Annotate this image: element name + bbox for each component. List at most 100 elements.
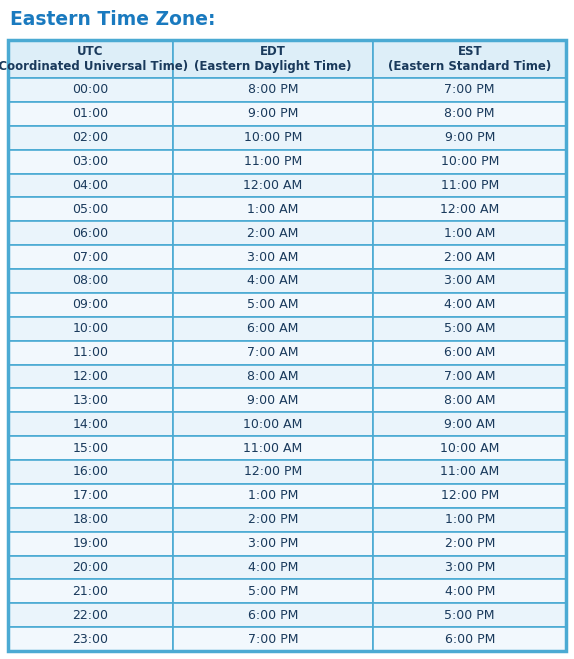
Bar — [374, 40, 566, 78]
Bar — [173, 221, 374, 245]
Text: Eastern Time Zone:: Eastern Time Zone: — [10, 10, 215, 29]
Text: 17:00: 17:00 — [72, 490, 108, 502]
Bar — [374, 78, 566, 102]
Bar — [8, 556, 173, 579]
Text: 7:00 PM: 7:00 PM — [444, 84, 495, 96]
Text: 3:00 AM: 3:00 AM — [247, 250, 298, 264]
Text: 9:00 AM: 9:00 AM — [247, 394, 298, 407]
Text: 07:00: 07:00 — [72, 250, 108, 264]
Text: 5:00 PM: 5:00 PM — [248, 585, 298, 598]
Text: 02:00: 02:00 — [72, 131, 108, 144]
Bar — [173, 269, 374, 293]
Text: 8:00 AM: 8:00 AM — [444, 394, 495, 407]
Bar — [374, 173, 566, 198]
Text: 12:00: 12:00 — [72, 370, 108, 383]
Text: 09:00: 09:00 — [72, 299, 108, 311]
Text: 5:00 PM: 5:00 PM — [444, 609, 495, 621]
Bar — [374, 579, 566, 603]
Bar — [173, 460, 374, 484]
Bar — [173, 532, 374, 556]
Text: 15:00: 15:00 — [72, 442, 108, 455]
Bar — [173, 364, 374, 388]
Text: 7:00 AM: 7:00 AM — [247, 346, 299, 359]
Text: 11:00 PM: 11:00 PM — [244, 155, 302, 168]
Text: 11:00 PM: 11:00 PM — [441, 179, 499, 192]
Text: 7:00 PM: 7:00 PM — [248, 633, 298, 646]
Text: 12:00 AM: 12:00 AM — [440, 203, 499, 215]
Text: 19:00: 19:00 — [72, 537, 108, 550]
Text: 6:00 PM: 6:00 PM — [248, 609, 298, 621]
Bar — [8, 150, 173, 173]
Bar — [8, 388, 173, 413]
Bar — [8, 364, 173, 388]
Bar — [8, 126, 173, 150]
Text: 11:00 AM: 11:00 AM — [243, 442, 302, 455]
Bar — [8, 484, 173, 507]
Bar — [374, 341, 566, 364]
Bar — [173, 484, 374, 507]
Bar — [8, 413, 173, 436]
Text: 7:00 AM: 7:00 AM — [444, 370, 495, 383]
Text: 9:00 AM: 9:00 AM — [444, 418, 495, 431]
Text: 2:00 PM: 2:00 PM — [248, 513, 298, 526]
Bar — [173, 627, 374, 651]
Bar — [8, 436, 173, 460]
Bar — [374, 556, 566, 579]
Text: 06:00: 06:00 — [72, 227, 108, 240]
Text: 6:00 AM: 6:00 AM — [444, 346, 495, 359]
Text: 6:00 PM: 6:00 PM — [444, 633, 495, 646]
Bar — [8, 78, 173, 102]
Text: 8:00 PM: 8:00 PM — [444, 107, 495, 121]
Text: 8:00 PM: 8:00 PM — [248, 84, 298, 96]
Text: 3:00 PM: 3:00 PM — [444, 561, 495, 574]
Bar — [8, 198, 173, 221]
Bar — [173, 78, 374, 102]
Bar — [8, 341, 173, 364]
Text: 6:00 AM: 6:00 AM — [247, 322, 298, 335]
Bar — [374, 436, 566, 460]
Bar — [374, 388, 566, 413]
Bar — [173, 126, 374, 150]
Text: 14:00: 14:00 — [72, 418, 108, 431]
Text: 12:00 AM: 12:00 AM — [243, 179, 302, 192]
Text: 10:00 AM: 10:00 AM — [243, 418, 302, 431]
Text: 2:00 AM: 2:00 AM — [247, 227, 298, 240]
Bar — [374, 460, 566, 484]
Bar — [374, 245, 566, 269]
Text: 22:00: 22:00 — [72, 609, 108, 621]
Bar — [173, 579, 374, 603]
Bar — [173, 293, 374, 317]
Bar — [8, 532, 173, 556]
Bar — [374, 507, 566, 532]
Text: 00:00: 00:00 — [72, 84, 108, 96]
Text: 12:00 PM: 12:00 PM — [244, 465, 302, 478]
Text: 03:00: 03:00 — [72, 155, 108, 168]
Text: 2:00 AM: 2:00 AM — [444, 250, 495, 264]
Bar — [8, 269, 173, 293]
Bar — [173, 603, 374, 627]
Bar — [8, 245, 173, 269]
Bar — [374, 150, 566, 173]
Bar — [374, 484, 566, 507]
Bar — [173, 413, 374, 436]
Bar — [8, 627, 173, 651]
Text: 4:00 PM: 4:00 PM — [248, 561, 298, 574]
Text: 12:00 PM: 12:00 PM — [441, 490, 499, 502]
Bar — [173, 40, 374, 78]
Bar — [374, 532, 566, 556]
Text: 11:00: 11:00 — [72, 346, 108, 359]
Bar — [374, 126, 566, 150]
Bar — [8, 102, 173, 126]
Bar — [8, 40, 173, 78]
Text: EST
(Eastern Standard Time): EST (Eastern Standard Time) — [388, 45, 552, 73]
Bar — [374, 603, 566, 627]
Bar — [374, 627, 566, 651]
Bar — [8, 293, 173, 317]
Text: 8:00 AM: 8:00 AM — [247, 370, 299, 383]
Text: 4:00 AM: 4:00 AM — [444, 299, 495, 311]
Text: 13:00: 13:00 — [72, 394, 108, 407]
Text: 2:00 PM: 2:00 PM — [444, 537, 495, 550]
Bar — [374, 317, 566, 341]
Bar — [8, 221, 173, 245]
Bar — [173, 556, 374, 579]
